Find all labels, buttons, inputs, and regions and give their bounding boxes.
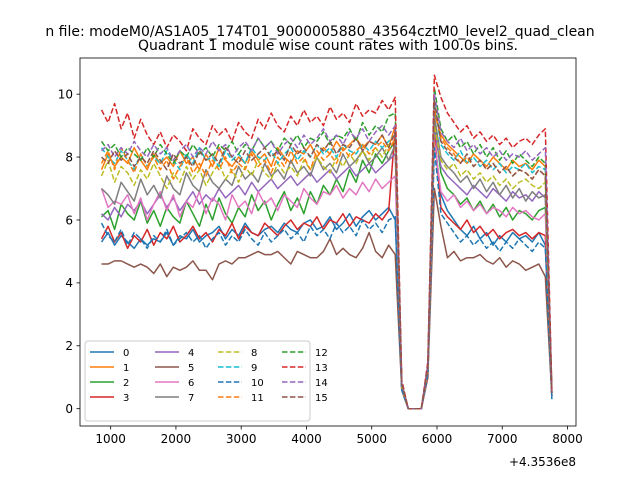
legend-label-10: 10 (251, 378, 264, 389)
figure-suptitle: n file: modeM0/AS1A05_174T01_9000005880_… (45, 24, 594, 40)
legend-label-3: 3 (123, 393, 129, 404)
axes-frame (79, 57, 577, 427)
x-tick-label: 4000 (291, 432, 322, 446)
x-axis-offset-label: +4.3536e8 (509, 455, 576, 469)
series-line-13 (100, 74, 553, 410)
series-line-10 (100, 146, 553, 410)
series-line-7 (101, 115, 553, 410)
legend-label-15: 15 (315, 393, 328, 404)
chart-title: Quadrant 1 module wise count rates with … (138, 38, 518, 54)
x-tick-label: 3000 (226, 432, 257, 446)
legend-label-14: 14 (315, 378, 328, 389)
y-tick-label: 8 (65, 150, 73, 164)
y-tick-label: 0 (65, 402, 73, 416)
legend-label-7: 7 (188, 393, 194, 404)
x-tick-label: 6000 (422, 432, 453, 446)
legend-label-13: 13 (315, 363, 328, 374)
x-axis: 1000 2000 3000 4000 5000 6000 7000 8000 (95, 426, 583, 446)
series-line-0 (100, 137, 553, 410)
series-line-14 (101, 93, 553, 410)
legend-label-6: 6 (188, 378, 194, 389)
legend-box (84, 340, 311, 422)
y-axis: 0 2 4 6 8 10 (58, 87, 80, 416)
legend-label-2: 2 (123, 378, 129, 389)
legend-label-1: 1 (123, 363, 129, 374)
legend-label-8: 8 (251, 348, 257, 359)
x-tick-label: 2000 (161, 432, 192, 446)
plot-area: 1000 2000 3000 4000 5000 6000 7000 8000 0246810… (58, 57, 583, 469)
series-line-8 (100, 124, 553, 410)
series-line-3 (100, 128, 553, 410)
legend-label-11: 11 (251, 393, 264, 404)
legend-label-5: 5 (188, 363, 194, 374)
series-line-9 (100, 102, 553, 410)
x-tick-label: 8000 (552, 432, 583, 446)
y-tick-label: 2 (65, 339, 73, 353)
series-line-6 (100, 140, 553, 410)
y-tick-label: 4 (65, 276, 73, 290)
legend-label-9: 9 (251, 363, 257, 374)
series-line-15 (101, 99, 553, 410)
legend-label-4: 4 (188, 348, 194, 359)
x-tick-label: 1000 (95, 432, 126, 446)
series-line-5 (101, 187, 553, 410)
x-tick-label: 7000 (487, 432, 518, 446)
series-line-2 (101, 121, 553, 410)
y-tick-label: 6 (65, 213, 73, 227)
legend-label-0: 0 (123, 348, 129, 359)
x-tick-label: 5000 (356, 432, 387, 446)
series-layer (100, 74, 553, 410)
series-line-11 (100, 109, 553, 410)
y-tick-label: 10 (58, 87, 73, 101)
legend-label-12: 12 (315, 348, 328, 359)
